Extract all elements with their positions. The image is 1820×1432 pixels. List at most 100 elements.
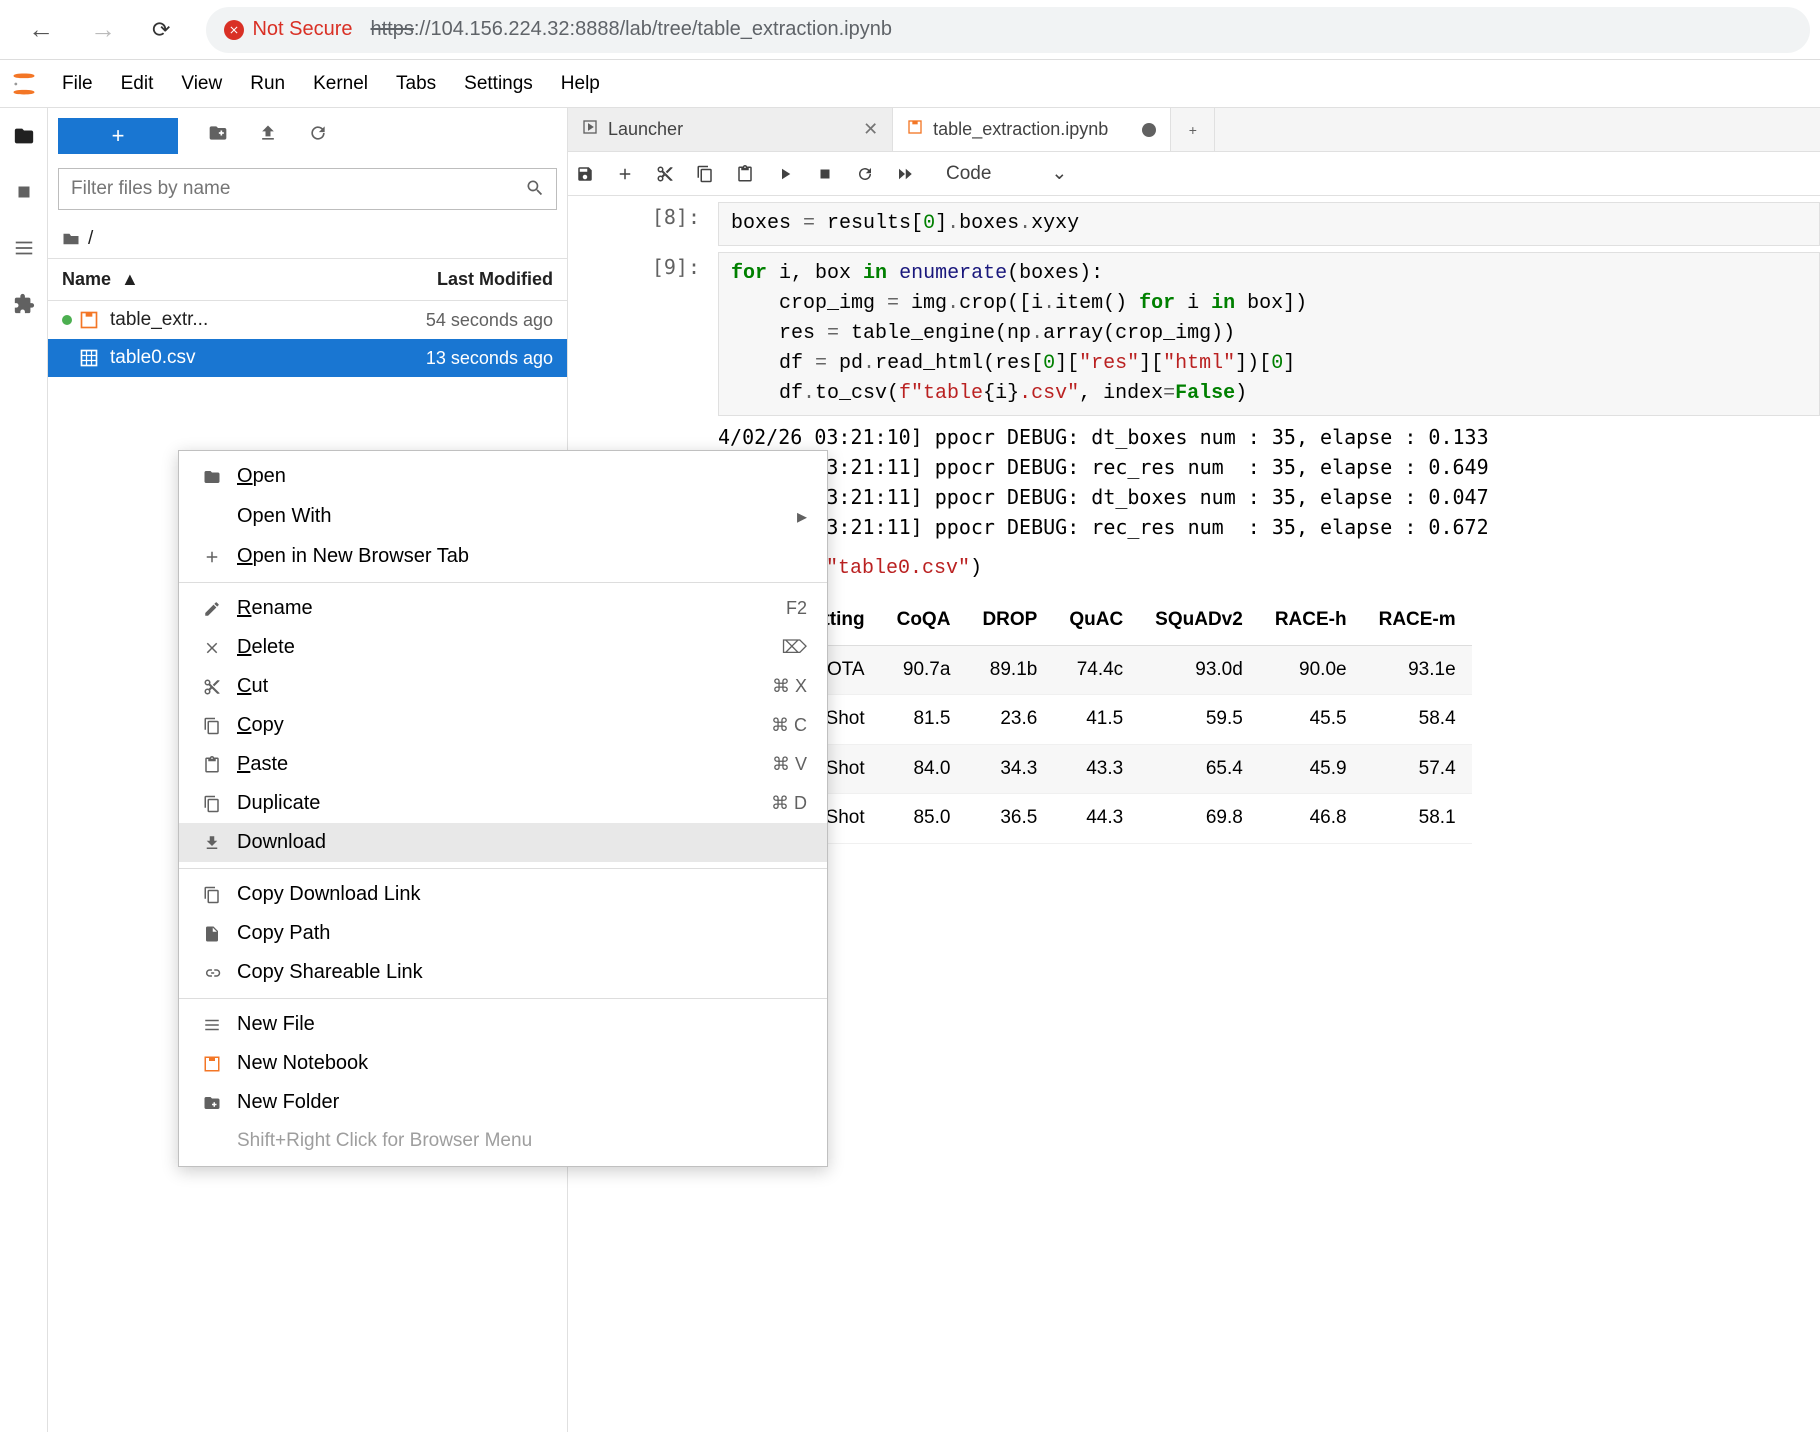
table-cell: 74.4c bbox=[1053, 645, 1139, 695]
table-cell: 41.5 bbox=[1053, 695, 1139, 745]
menu-item-cut[interactable]: Cut⌘ X bbox=[179, 667, 827, 706]
tab-launcher[interactable]: Launcher ✕ bbox=[568, 108, 893, 151]
address-field[interactable]: Not Secure https://104.156.224.32:8888/l… bbox=[206, 7, 1810, 53]
running-icon[interactable] bbox=[8, 176, 40, 208]
cell-prompt: [8]: bbox=[568, 202, 718, 246]
menu-item-duplicate[interactable]: Duplicate⌘ D bbox=[179, 784, 827, 823]
upload-icon[interactable] bbox=[258, 123, 278, 149]
x-icon bbox=[199, 639, 225, 657]
menu-item-new-folder[interactable]: New Folder bbox=[179, 1083, 827, 1122]
menu-item-download[interactable]: Download bbox=[179, 823, 827, 862]
stop-icon[interactable] bbox=[816, 165, 834, 183]
notebook-toolbar: Code ⌄ bbox=[568, 152, 1820, 196]
search-icon bbox=[525, 178, 545, 201]
paste-icon[interactable] bbox=[736, 165, 754, 183]
activity-bar bbox=[0, 108, 48, 1432]
menu-item-copy[interactable]: Copy⌘ C bbox=[179, 706, 827, 745]
menu-separator bbox=[179, 998, 827, 999]
tab-launcher-label: Launcher bbox=[608, 119, 683, 140]
copy-icon[interactable] bbox=[696, 165, 714, 183]
table-cell: 84.0 bbox=[881, 744, 967, 794]
menu-item-open-with[interactable]: Open With▸ bbox=[179, 496, 827, 537]
menu-item-copy-download-link[interactable]: Copy Download Link bbox=[179, 875, 827, 914]
menu-tabs[interactable]: Tabs bbox=[382, 73, 450, 94]
folder-icon[interactable] bbox=[8, 120, 40, 152]
add-tab-button[interactable]: + bbox=[1171, 108, 1215, 151]
table-cell: 59.5 bbox=[1139, 695, 1259, 745]
column-name[interactable]: Name ▲ bbox=[62, 269, 437, 290]
menu-item-paste[interactable]: Paste⌘ V bbox=[179, 745, 827, 784]
tab-bar: Launcher ✕ table_extraction.ipynb + bbox=[568, 108, 1820, 152]
plus-icon bbox=[199, 548, 225, 566]
cut-icon[interactable] bbox=[656, 165, 674, 183]
reload-button[interactable]: ⟳ bbox=[134, 17, 188, 43]
table-row: ne-tuned SOTA90.7a89.1b74.4c93.0d90.0e93… bbox=[718, 645, 1472, 695]
menu-item-delete[interactable]: Delete⌦ bbox=[179, 628, 827, 667]
cell-type-select[interactable]: Code ⌄ bbox=[936, 162, 1077, 185]
menu-edit[interactable]: Edit bbox=[107, 73, 168, 94]
cell-input[interactable]: for i, box in enumerate(boxes): crop_img… bbox=[718, 252, 1820, 416]
table-header: RACE-m bbox=[1363, 596, 1472, 645]
menu-help[interactable]: Help bbox=[547, 73, 614, 94]
notebook-icon bbox=[199, 1055, 225, 1073]
warning-icon bbox=[224, 20, 244, 40]
back-button[interactable]: ← bbox=[10, 14, 72, 45]
menu-shortcut: ⌘ C bbox=[771, 715, 807, 736]
new-launcher-button[interactable]: + bbox=[58, 118, 178, 154]
url-path: ://104.156.224.32:8888/lab/tree/table_ex… bbox=[414, 18, 892, 41]
copy-icon bbox=[199, 886, 225, 904]
file-icon bbox=[199, 925, 225, 943]
save-icon[interactable] bbox=[576, 165, 594, 183]
menu-label: Duplicate bbox=[237, 792, 771, 815]
menu-item-new-notebook[interactable]: New Notebook bbox=[179, 1044, 827, 1083]
menu-run[interactable]: Run bbox=[236, 73, 299, 94]
menu-kernel[interactable]: Kernel bbox=[299, 73, 382, 94]
output-table: SettingCoQADROPQuACSQuADv2RACE-hRACE-m n… bbox=[718, 596, 1472, 844]
insert-cell-icon[interactable] bbox=[616, 165, 634, 183]
menu-item-copy-shareable-link[interactable]: Copy Shareable Link bbox=[179, 953, 827, 992]
menu-label: Download bbox=[237, 831, 807, 854]
menu-item-copy-path[interactable]: Copy Path bbox=[179, 914, 827, 953]
pencil-icon bbox=[199, 600, 225, 618]
menu-label: Open With bbox=[237, 505, 797, 528]
table-header: RACE-h bbox=[1259, 596, 1363, 645]
notebook-icon bbox=[907, 119, 923, 140]
toc-icon[interactable] bbox=[8, 232, 40, 264]
run-all-icon[interactable] bbox=[896, 165, 914, 183]
forward-button[interactable]: → bbox=[72, 14, 134, 45]
menu-label: Copy Shareable Link bbox=[237, 961, 807, 984]
table-cell: 69.8 bbox=[1139, 794, 1259, 844]
running-dot bbox=[62, 315, 72, 325]
cell-input[interactable]: ead_csv("table0.csv") bbox=[718, 548, 1820, 590]
new-folder-icon[interactable] bbox=[208, 123, 228, 149]
refresh-icon[interactable] bbox=[308, 123, 328, 149]
menu-item-open[interactable]: Open bbox=[179, 457, 827, 496]
table-row: PT-3 Few-Shot85.036.544.369.846.858.1 bbox=[718, 794, 1472, 844]
file-row[interactable]: table0.csv13 seconds ago bbox=[48, 339, 567, 377]
run-icon[interactable] bbox=[776, 165, 794, 183]
close-icon[interactable]: ✕ bbox=[863, 119, 878, 140]
not-secure-label: Not Secure bbox=[252, 18, 352, 41]
column-modified[interactable]: Last Modified bbox=[437, 269, 553, 290]
code-cell[interactable]: [9]: for i, box in enumerate(boxes): cro… bbox=[568, 252, 1820, 416]
clipboard-icon bbox=[199, 756, 225, 774]
menu-item-rename[interactable]: RenameF2 bbox=[179, 589, 827, 628]
cell-input[interactable]: boxes = results[0].boxes.xyxy bbox=[718, 202, 1820, 246]
breadcrumb[interactable]: / bbox=[48, 220, 567, 258]
tab-notebook[interactable]: table_extraction.ipynb bbox=[893, 108, 1171, 151]
extensions-icon[interactable] bbox=[8, 288, 40, 320]
file-row[interactable]: table_extr...54 seconds ago bbox=[48, 301, 567, 339]
table-cell: 90.7a bbox=[881, 645, 967, 695]
menu-shortcut: ⌘ D bbox=[771, 793, 807, 814]
menu-item-new-file[interactable]: New File bbox=[179, 1005, 827, 1044]
table-cell: 23.6 bbox=[966, 695, 1053, 745]
folder-icon bbox=[199, 468, 225, 486]
menu-settings[interactable]: Settings bbox=[450, 73, 547, 94]
menu-item-open-in-new-browser-tab[interactable]: Open in New Browser Tab bbox=[179, 537, 827, 576]
menu-file[interactable]: File bbox=[48, 73, 107, 94]
filter-files-input[interactable] bbox=[58, 168, 557, 210]
restart-icon[interactable] bbox=[856, 165, 874, 183]
menu-view[interactable]: View bbox=[167, 73, 236, 94]
code-cell[interactable]: [8]: boxes = results[0].boxes.xyxy bbox=[568, 202, 1820, 246]
table-cell: 81.5 bbox=[881, 695, 967, 745]
